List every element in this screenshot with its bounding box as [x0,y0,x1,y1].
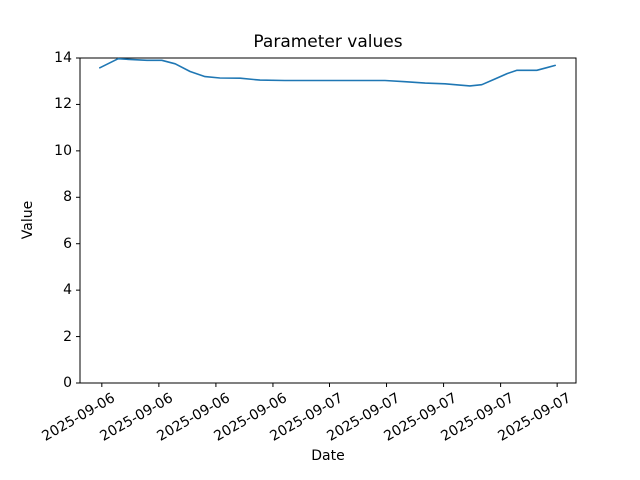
y-tick-label: 12 [54,96,72,113]
plot-border [79,57,577,384]
y-tick-label: 10 [54,142,72,159]
x-axis-label: Date [311,448,345,464]
y-tick-label: 4 [63,282,72,299]
y-tick-label: 8 [63,189,72,206]
chart-title: Parameter values [253,32,403,52]
y-tick-label: 0 [63,375,72,391]
y-tick-label: 2 [63,328,72,345]
data-line-parameter-values [99,57,557,87]
y-tick-label: 6 [63,235,72,252]
y-tick-label: 14 [54,50,72,66]
